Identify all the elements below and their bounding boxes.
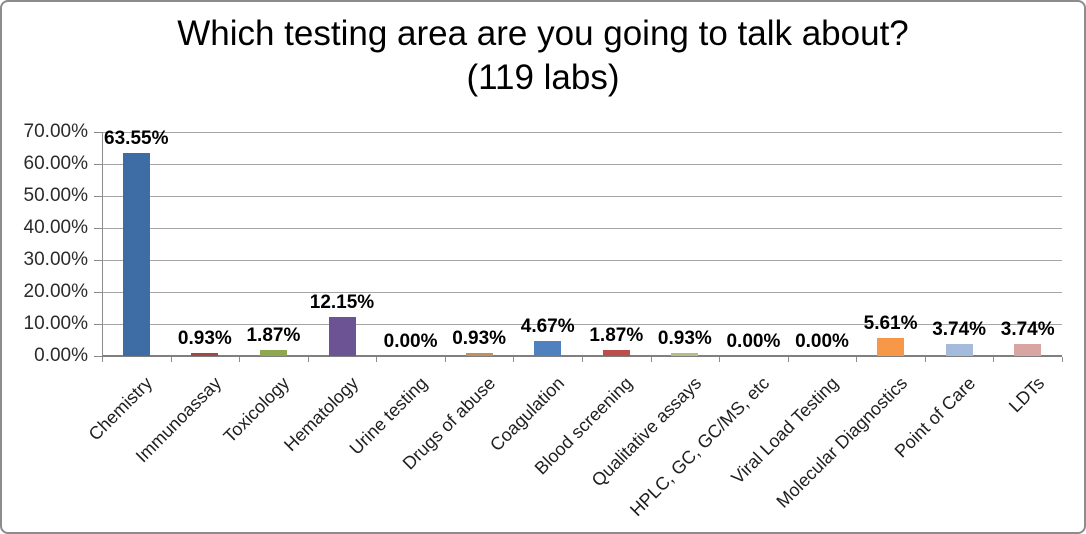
x-axis-tick (650, 357, 652, 362)
y-axis-tick (94, 356, 102, 357)
y-axis-tick-label: 70.00% (23, 121, 88, 142)
y-axis-tick (94, 292, 102, 293)
bar-toxicology (259, 350, 287, 356)
bar-value-label: 0.00% (795, 331, 849, 352)
x-axis-line (102, 355, 1062, 357)
bar-value-label: 1.87% (246, 325, 301, 347)
x-axis-tick (856, 357, 858, 362)
bar-value-label: 3.74% (1000, 319, 1055, 341)
bar-ldts (1014, 344, 1042, 356)
bar-value-label: 12.15% (309, 292, 375, 314)
bar-value-label: 0.00% (383, 331, 438, 352)
chart-title: Which testing area are you going to talk… (2, 12, 1084, 100)
bar-value-label: 4.67% (520, 316, 575, 338)
y-axis-tick (94, 132, 102, 133)
bar-drugs-of-abuse (465, 353, 493, 356)
x-axis-tick (376, 357, 378, 362)
gridline (102, 323, 1062, 325)
bar-value-label: 0.93% (177, 328, 232, 350)
y-axis-tick-label: 20.00% (23, 281, 88, 302)
x-axis-tick (170, 357, 172, 362)
x-axis-tick (719, 357, 721, 362)
bar-coagulation (534, 341, 562, 356)
y-axis-tick (94, 260, 102, 261)
x-axis-tick (102, 357, 103, 362)
bar-molecular-diagnostics (877, 338, 905, 356)
y-axis-tick-label: 40.00% (23, 217, 88, 238)
gridline (102, 259, 1062, 261)
gridline (102, 291, 1062, 293)
x-axis-tick (307, 357, 309, 362)
x-axis-tick (924, 357, 926, 362)
x-axis-tick (582, 357, 583, 362)
y-axis-tick-label: 0.00% (34, 345, 88, 366)
x-axis-tick (993, 357, 995, 362)
y-axis-line (102, 132, 103, 356)
bar-immunoassay (191, 353, 219, 356)
y-axis-tick (94, 196, 102, 197)
bar-value-label: 0.93% (452, 328, 507, 350)
y-axis-tick-label: 10.00% (23, 313, 88, 334)
bar-blood-screening (602, 350, 630, 356)
y-axis-tick-label: 30.00% (23, 249, 88, 270)
bar-chemistry (122, 152, 150, 356)
bar-hematology (328, 317, 356, 356)
bar-value-label: 5.61% (863, 313, 918, 335)
y-axis-tick-label: 50.00% (23, 185, 88, 206)
y-axis-tick (94, 324, 102, 325)
x-axis-tick (1062, 357, 1063, 362)
y-axis-tick-label: 60.00% (23, 153, 88, 174)
bar-value-label: 3.74% (932, 319, 987, 341)
x-axis-tick (239, 357, 241, 362)
gridline (102, 163, 1062, 165)
bar-qualitative-assays (671, 353, 699, 356)
gridline (102, 195, 1062, 197)
y-axis-tick (94, 228, 102, 229)
y-axis-tick (94, 164, 102, 165)
bar-point-of-care (945, 344, 973, 356)
chart-title-line1: Which testing area are you going to talk… (177, 14, 909, 53)
bar-value-label: 0.93% (657, 328, 712, 350)
bar-value-label: 63.55% (104, 127, 169, 149)
x-axis-tick (787, 357, 789, 362)
x-axis-tick (513, 357, 515, 362)
bar-value-label: 0.00% (726, 331, 781, 352)
gridline (102, 131, 1062, 133)
x-axis-tick (444, 357, 446, 362)
chart-title-line2: (119 labs) (466, 58, 620, 97)
gridline (102, 227, 1062, 229)
bar-value-label: 1.87% (589, 325, 644, 347)
